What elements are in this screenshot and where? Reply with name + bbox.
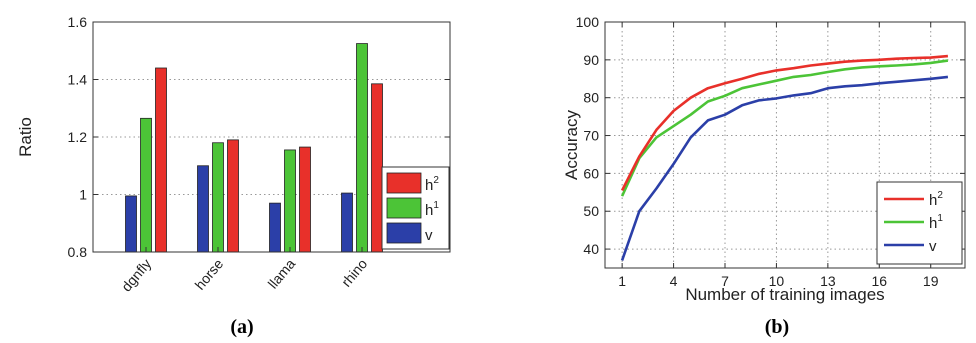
- bar-rhino-h2: [371, 83, 383, 253]
- y-axis-label: Accuracy: [562, 110, 581, 180]
- legend-label-base: h: [929, 192, 937, 209]
- x-tick-label: 10: [769, 273, 785, 289]
- y-tick-label: 100: [576, 14, 600, 30]
- bar-dgnfly-v: [125, 195, 137, 253]
- plot-frame: [92, 21, 451, 253]
- legend-label: h2: [929, 190, 943, 209]
- y-tick-label: 40: [583, 241, 599, 257]
- caption-a: (a): [230, 316, 253, 338]
- bar-llama-h1: [284, 149, 296, 253]
- legend-label: h1: [425, 200, 439, 219]
- bar-rhino-v: [341, 192, 353, 253]
- bar-horse-h1: [212, 142, 224, 253]
- legend-label-base: h: [425, 177, 433, 194]
- legend-label-superscript: 2: [937, 190, 943, 201]
- legend-label: v: [425, 227, 433, 244]
- legend-label: h1: [929, 213, 943, 232]
- y-tick-label: 1.4: [68, 72, 88, 88]
- x-tick-label: llama: [265, 255, 299, 291]
- legend-label-base: h: [929, 215, 937, 232]
- x-tick-label: rhino: [338, 255, 370, 289]
- bar-llama-v: [269, 202, 281, 253]
- legend-label-base: v: [425, 227, 433, 244]
- y-tick-label: 1: [79, 187, 87, 203]
- x-tick-label: 19: [923, 273, 939, 289]
- bar-horse-v: [197, 165, 209, 253]
- bar-dgnfly-h1: [140, 117, 152, 253]
- line-chart-accuracy: 40 50 60 70 80 90 100 1 4 7 10 13 16 19 Number of trai…: [562, 14, 966, 338]
- x-tick-label: 16: [871, 273, 887, 289]
- legend-swatch-h2: [386, 172, 422, 194]
- bar-chart-ratio: 0.8 1 1.2 1.4 1.6 dgnfly horse llama rhino Ratio h…: [16, 14, 451, 338]
- y-tick-label: 80: [583, 90, 599, 106]
- bar-rhino-h1: [356, 43, 368, 253]
- bar-horse-h2: [227, 139, 239, 253]
- y-tick-label: 50: [583, 203, 599, 219]
- plot-frame: [604, 21, 966, 269]
- series-line-h1: [620, 59, 949, 197]
- legend-label-superscript: 1: [937, 213, 943, 224]
- x-axis-label: Number of training images: [685, 285, 884, 304]
- bar-llama-h2: [299, 146, 311, 253]
- series-line-h2: [620, 54, 949, 191]
- y-tick-label: 0.8: [68, 244, 88, 260]
- y-tick-label: 1.2: [68, 129, 88, 145]
- x-tick-label: dgnfly: [118, 256, 154, 295]
- caption-b: (b): [765, 316, 789, 338]
- legend-swatch-v: [386, 222, 422, 244]
- legend-swatch-h1: [386, 197, 422, 219]
- y-tick-label: 70: [583, 128, 599, 144]
- legend-label-superscript: 2: [433, 175, 439, 186]
- legend-label-superscript: 1: [433, 200, 439, 211]
- legend-label-base: h: [425, 202, 433, 219]
- x-tick-label: 4: [670, 273, 678, 289]
- x-tick-label: 13: [820, 273, 836, 289]
- legend-label: v: [929, 238, 937, 255]
- y-tick-label: 1.6: [68, 14, 88, 30]
- legend-label: h2: [425, 175, 439, 194]
- y-tick-label: 90: [583, 52, 599, 68]
- legend-label-base: v: [929, 238, 937, 255]
- x-tick-label: 7: [721, 273, 729, 289]
- x-tick-label: 1: [618, 273, 626, 289]
- series-line-v: [620, 75, 949, 261]
- y-tick-label: 60: [583, 165, 599, 181]
- y-axis-label: Ratio: [16, 117, 35, 157]
- bar-dgnfly-h2: [155, 67, 167, 253]
- x-tick-label: horse: [192, 255, 227, 292]
